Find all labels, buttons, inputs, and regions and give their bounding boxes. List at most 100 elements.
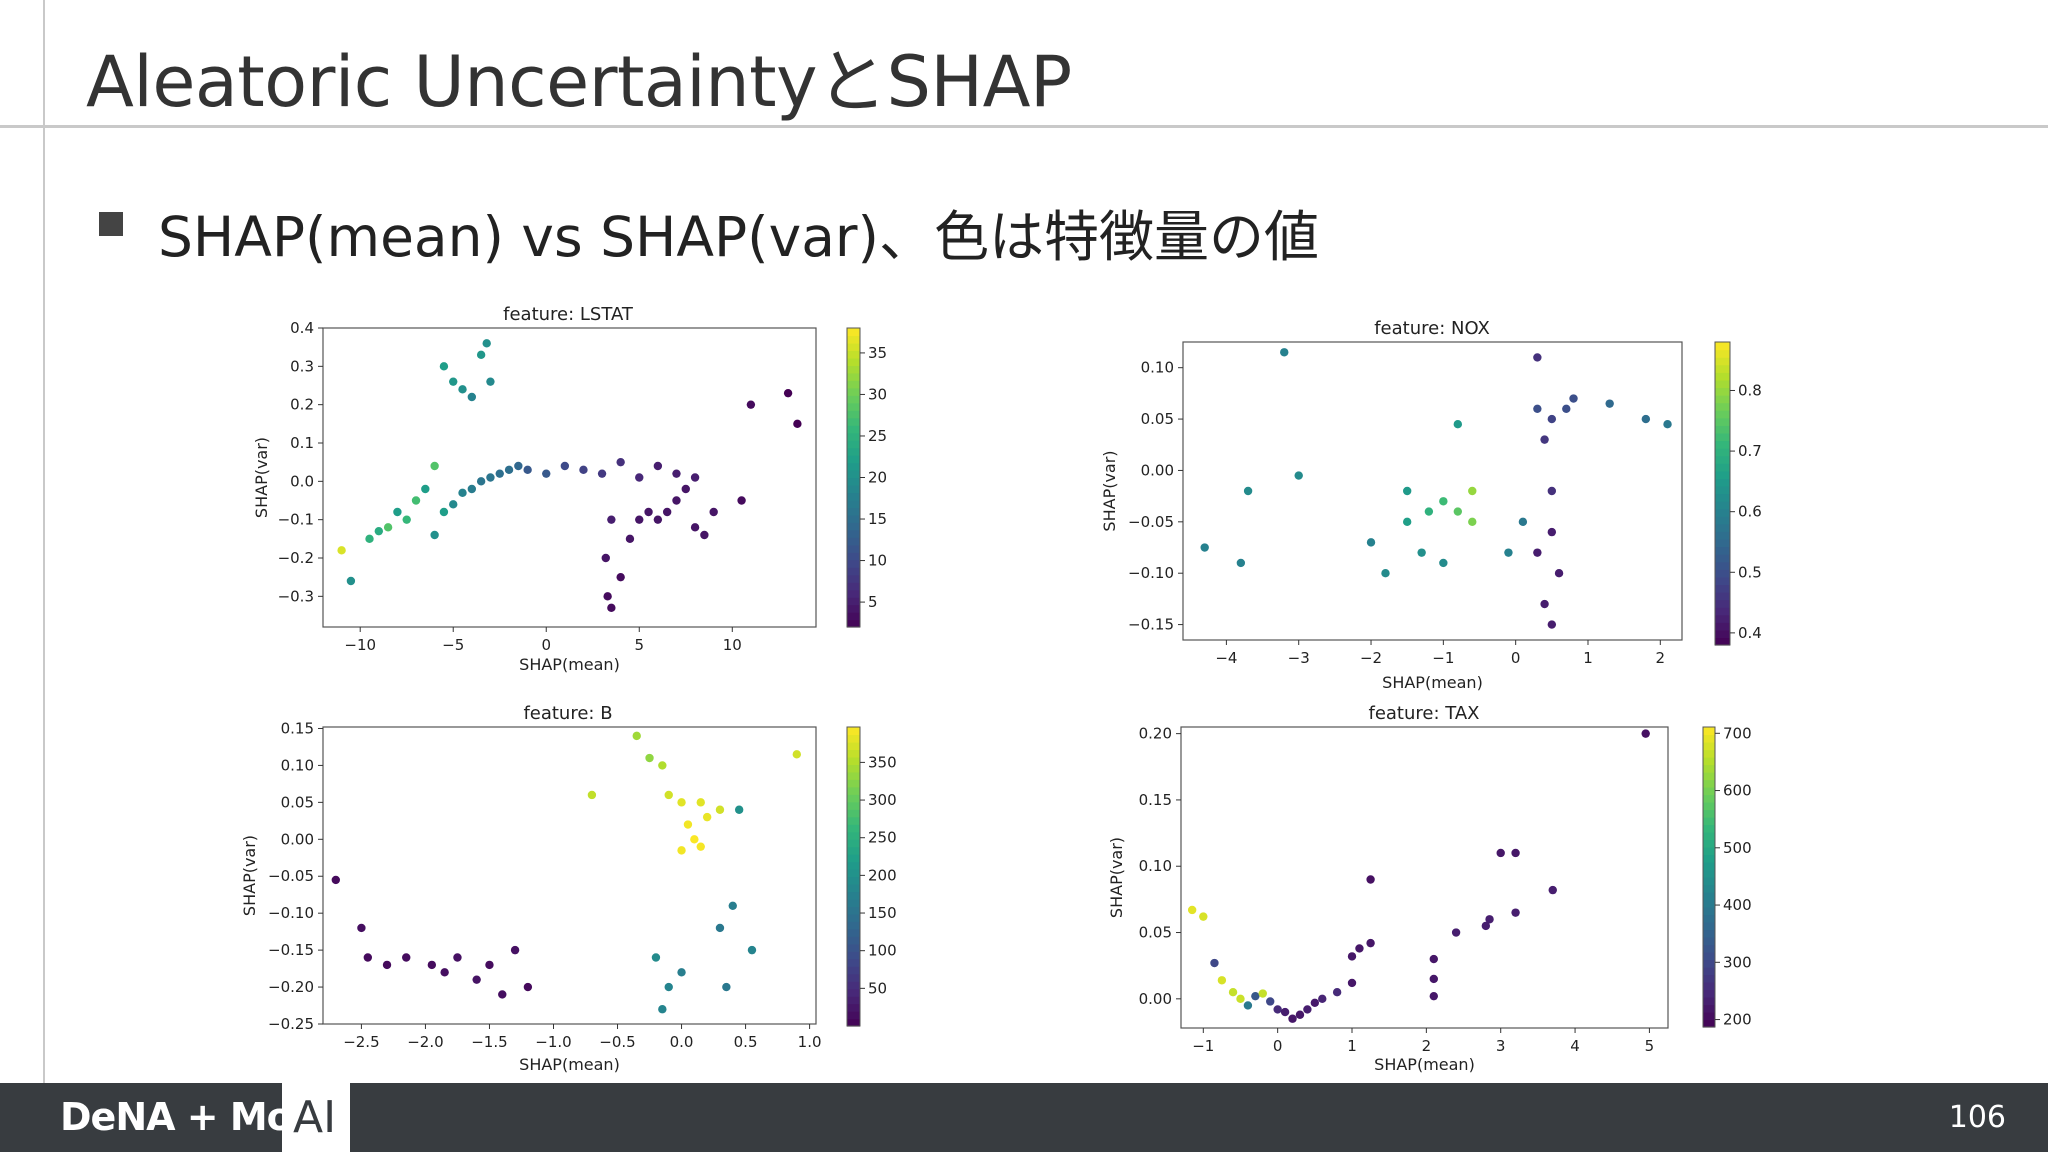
x-tick-label: 5 — [1645, 1037, 1655, 1055]
colorbar-segment — [847, 612, 860, 621]
colorbar-segment — [1703, 982, 1715, 991]
chart-title: feature: NOX — [1374, 318, 1490, 339]
data-point — [1199, 912, 1208, 921]
y-tick-label: 0.05 — [1141, 410, 1174, 428]
colorbar-segment — [1715, 599, 1730, 608]
y-tick-label: −0.05 — [268, 867, 314, 885]
data-point — [728, 901, 737, 910]
colorbar-segment — [1703, 899, 1715, 908]
data-point — [616, 572, 625, 582]
data-point — [453, 953, 462, 962]
colorbar-segment — [847, 455, 860, 464]
y-tick-label: 0.20 — [1139, 725, 1172, 743]
data-point — [467, 392, 477, 402]
data-point — [746, 400, 756, 409]
colorbar-segment — [847, 395, 860, 404]
data-point — [645, 753, 654, 763]
data-point — [1641, 414, 1651, 424]
colorbar-segment — [1703, 794, 1715, 803]
colorbar-segment — [1715, 470, 1730, 479]
colorbar-segment — [1715, 402, 1730, 411]
data-point — [793, 419, 802, 429]
colorbar-segment — [847, 582, 860, 591]
colorbar-segment — [847, 589, 860, 598]
colorbar-segment — [1715, 554, 1730, 563]
colorbar-segment — [847, 514, 860, 523]
colorbar-tick-label: 25 — [868, 427, 887, 445]
data-point — [651, 953, 661, 962]
data-point — [1554, 569, 1564, 578]
y-tick-label: 0.00 — [281, 830, 314, 848]
data-point — [393, 507, 402, 517]
colorbar-segment — [847, 951, 860, 960]
title-underline — [0, 125, 2048, 128]
colorbar-segment — [847, 552, 860, 561]
colorbar-segment — [847, 380, 860, 389]
colorbar-segment — [847, 365, 860, 374]
data-point — [458, 488, 467, 498]
colorbar-tick-label: 150 — [868, 904, 897, 922]
data-point — [607, 603, 616, 613]
data-point — [747, 945, 757, 955]
colorbar-segment — [1703, 764, 1715, 773]
colorbar-segment — [1703, 989, 1715, 998]
colorbar-segment — [847, 462, 860, 471]
colorbar-tick-label: 0.6 — [1738, 503, 1762, 521]
colorbar-segment — [1715, 379, 1730, 389]
data-point — [1453, 420, 1463, 429]
colorbar-segment — [1715, 523, 1730, 532]
colorbar-segment — [847, 522, 860, 531]
bullet-square-icon — [99, 212, 123, 236]
chart-title: feature: LSTAT — [503, 304, 634, 325]
x-tick-label: 0 — [1511, 649, 1521, 667]
data-point — [1424, 507, 1434, 516]
data-point — [681, 484, 690, 494]
data-point — [402, 953, 411, 962]
colorbar-segment — [847, 559, 860, 568]
colorbar-segment — [1715, 591, 1730, 601]
x-tick-label: −2.5 — [343, 1033, 379, 1051]
colorbar-segment — [1715, 417, 1730, 426]
colorbar-segment — [1715, 531, 1730, 540]
colorbar-segment — [847, 447, 860, 456]
colorbar-segment — [847, 973, 860, 982]
data-point — [700, 530, 709, 540]
colorbar-segment — [1703, 809, 1715, 818]
bullet-text: SHAP(mean) vs SHAP(var)、色は特徴量の値 — [158, 205, 1319, 269]
plot-frame — [1182, 341, 1683, 641]
colorbar-segment — [847, 484, 860, 494]
colorbar-segment — [847, 529, 860, 538]
chart-title: feature: B — [523, 703, 612, 724]
x-tick-label: −0.5 — [599, 1033, 635, 1051]
data-point — [1429, 954, 1438, 964]
data-point — [1332, 987, 1342, 997]
colorbar-segment — [1703, 967, 1715, 976]
colorbar-segment — [847, 869, 860, 878]
colorbar-segment — [1703, 862, 1715, 871]
chart-title: feature: TAX — [1368, 703, 1479, 724]
page-number: 106 — [1948, 1100, 2006, 1135]
data-point — [495, 469, 504, 478]
data-point — [382, 960, 392, 970]
y-tick-label: −0.15 — [268, 941, 314, 959]
colorbar-segment — [847, 921, 860, 930]
y-tick-label: 0.3 — [290, 357, 314, 375]
x-tick-label: 3 — [1496, 1037, 1506, 1055]
data-point — [722, 982, 731, 992]
data-point — [439, 507, 449, 517]
data-point — [690, 473, 700, 482]
colorbar-segment — [1703, 832, 1715, 841]
colorbar-segment — [847, 891, 860, 900]
colorbar-tick-label: 300 — [1723, 953, 1752, 971]
data-point — [1295, 1010, 1305, 1019]
data-point — [1547, 486, 1557, 496]
colorbar-segment — [1703, 997, 1715, 1006]
colorbar-segment — [1703, 959, 1715, 968]
colorbar-segment — [847, 943, 860, 952]
y-tick-label: 0.00 — [1139, 990, 1172, 1008]
colorbar-segment — [1715, 342, 1730, 351]
colorbar-segment — [1715, 584, 1730, 593]
data-point — [560, 461, 570, 471]
data-point — [672, 496, 681, 505]
x-tick-label: −1 — [1192, 1037, 1214, 1055]
